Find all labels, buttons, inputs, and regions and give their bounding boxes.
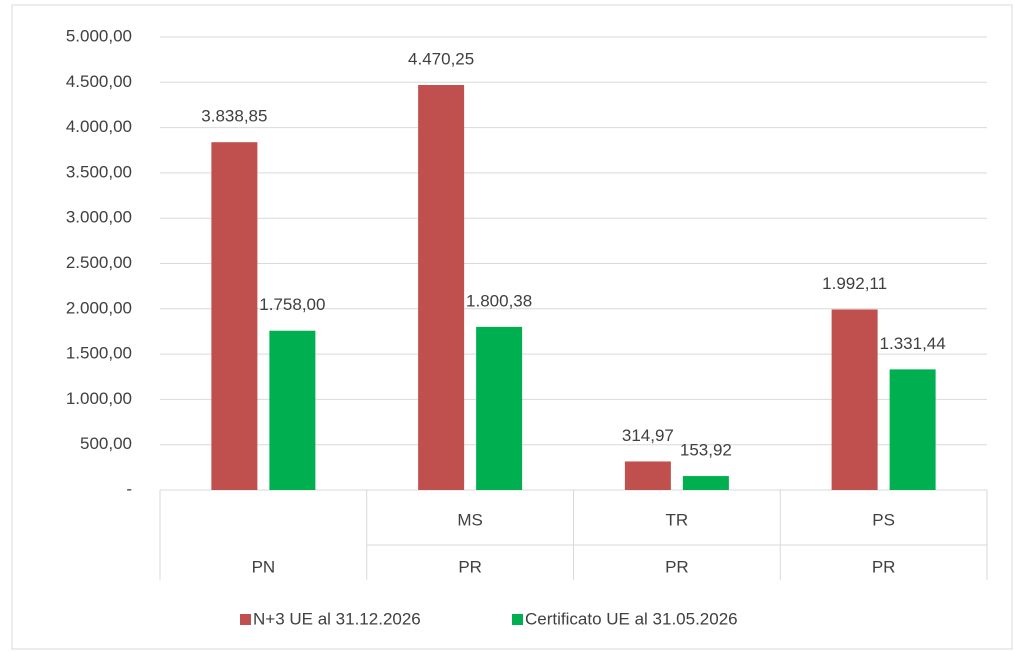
y-tick-label: 2.000,00 xyxy=(66,298,132,317)
data-label: 153,92 xyxy=(680,441,732,460)
legend-label: N+3 UE al 31.12.2026 xyxy=(253,609,421,628)
y-tick-label: 1.500,00 xyxy=(66,344,132,363)
bar xyxy=(418,84,465,490)
data-label: 1.992,11 xyxy=(822,274,887,293)
y-tick-label: 2.500,00 xyxy=(66,253,132,272)
bar xyxy=(624,461,671,490)
bar xyxy=(269,330,316,490)
x-group-label: PR xyxy=(458,557,482,576)
data-label: 3.838,85 xyxy=(201,107,267,126)
data-label: 1.800,38 xyxy=(466,291,532,310)
y-tick-label: 4.500,00 xyxy=(66,72,132,91)
y-tick-label: 4.000,00 xyxy=(66,117,132,136)
x-group-label: PR xyxy=(872,557,896,576)
y-tick-label: 500,00 xyxy=(80,434,132,453)
data-label: 1.331,44 xyxy=(880,334,946,353)
x-tick-label: TR xyxy=(666,510,689,529)
x-group-label: PR xyxy=(665,557,689,576)
x-tick-label: MS xyxy=(457,510,483,529)
y-tick-label: 5.000,00 xyxy=(66,26,132,45)
bar xyxy=(211,142,258,490)
y-tick-label: 1.000,00 xyxy=(66,389,132,408)
bar xyxy=(831,309,878,490)
data-label: 4.470,25 xyxy=(408,49,474,68)
y-tick-label: - xyxy=(126,479,132,498)
data-label: 1.758,00 xyxy=(259,295,325,314)
y-tick-label: 3.000,00 xyxy=(66,208,132,227)
legend-swatch xyxy=(240,614,251,625)
x-tick-label: PS xyxy=(872,510,895,529)
bar xyxy=(889,369,936,490)
bar xyxy=(476,326,523,490)
bar xyxy=(682,476,729,490)
y-tick-label: 3.500,00 xyxy=(66,162,132,181)
legend-swatch xyxy=(512,614,523,625)
data-label: 314,97 xyxy=(622,426,674,445)
x-group-label: PN xyxy=(252,557,276,576)
legend-label: Certificato UE al 31.05.2026 xyxy=(525,609,738,628)
